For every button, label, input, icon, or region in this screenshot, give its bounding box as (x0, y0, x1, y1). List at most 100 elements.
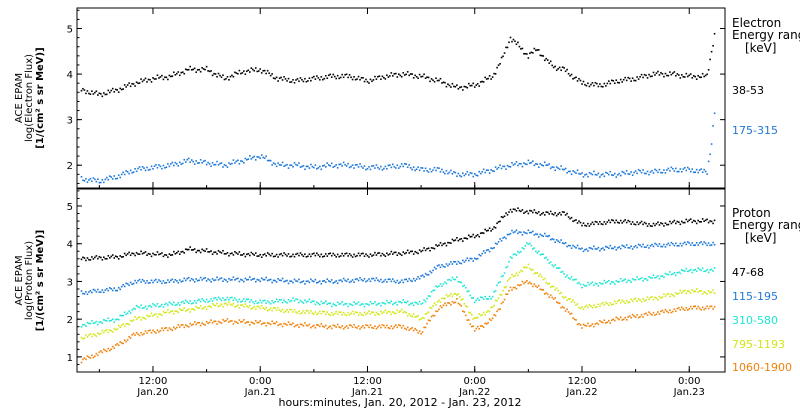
data-point (411, 73, 413, 75)
data-point (558, 267, 561, 269)
data-point (424, 77, 427, 79)
x-tick-label: 0:00 (678, 376, 700, 387)
data-point (244, 303, 247, 305)
data-point (237, 159, 239, 162)
data-point (110, 176, 113, 178)
data-point (402, 311, 405, 314)
data-point (494, 314, 497, 317)
data-point (132, 83, 135, 85)
data-point (234, 71, 236, 74)
data-point (713, 306, 716, 308)
data-point (546, 283, 549, 285)
data-point (576, 80, 579, 82)
data-point (117, 324, 120, 327)
data-point (517, 41, 519, 44)
data-point (170, 254, 172, 256)
data-point (438, 79, 440, 82)
data-point (353, 281, 355, 283)
data-point (400, 254, 403, 257)
data-point (453, 278, 455, 281)
data-point (706, 173, 708, 175)
data-point (250, 299, 253, 301)
data-point (654, 276, 656, 279)
data-point (618, 246, 621, 248)
data-point (527, 57, 530, 59)
data-point (697, 244, 699, 246)
data-point (257, 255, 260, 257)
data-point (667, 167, 670, 170)
data-point (676, 220, 679, 223)
data-point (608, 80, 610, 82)
data-point (229, 303, 232, 306)
data-point (371, 311, 373, 313)
data-point (268, 279, 270, 281)
data-point (450, 261, 452, 263)
data-point (380, 304, 382, 307)
data-point (472, 297, 475, 299)
data-point (347, 255, 349, 257)
data-point (502, 165, 504, 168)
data-point (499, 281, 501, 283)
data-point (612, 80, 615, 82)
data-point (457, 293, 460, 295)
data-point (305, 309, 308, 312)
data-point (678, 292, 680, 295)
data-point (573, 77, 576, 79)
data-point (219, 321, 221, 324)
data-point (249, 301, 251, 303)
data-point (187, 157, 190, 160)
legend-entry: 47-68 (732, 266, 764, 279)
data-point (712, 44, 714, 47)
data-point (111, 178, 114, 180)
data-point (421, 249, 424, 252)
data-point (237, 253, 239, 255)
data-point (202, 249, 205, 252)
data-point (332, 252, 335, 255)
data-point (470, 84, 473, 87)
data-point (177, 165, 180, 167)
data-point (213, 72, 215, 75)
data-point (539, 233, 542, 236)
data-point (186, 69, 189, 71)
data-point (581, 306, 583, 308)
data-point (484, 322, 486, 325)
data-point (537, 49, 540, 51)
data-point (682, 168, 685, 170)
data-point (533, 47, 536, 50)
data-point (695, 270, 698, 273)
data-point (88, 356, 90, 358)
data-point (86, 355, 89, 357)
data-point (123, 311, 126, 314)
data-point (287, 253, 290, 255)
data-point (609, 221, 612, 224)
data-point (636, 76, 638, 78)
data-point (176, 72, 178, 75)
data-point (399, 310, 402, 312)
data-point (308, 77, 311, 79)
data-point (450, 279, 452, 282)
data-point (429, 270, 431, 273)
data-point (222, 74, 224, 77)
data-point (140, 78, 142, 80)
data-point (223, 299, 226, 301)
data-point (184, 324, 187, 326)
data-point (201, 298, 203, 300)
data-point (535, 163, 537, 165)
data-point (394, 324, 397, 326)
data-point (439, 266, 442, 269)
data-point (575, 76, 577, 79)
data-point (362, 252, 364, 255)
data-point (262, 299, 265, 302)
data-point (289, 81, 291, 83)
data-point (520, 210, 522, 213)
data-point (493, 226, 495, 228)
data-point (132, 252, 135, 255)
data-point (441, 264, 443, 266)
data-point (234, 297, 236, 299)
data-point (326, 303, 329, 306)
data-point (305, 80, 308, 83)
data-point (692, 75, 695, 77)
data-point (485, 323, 488, 325)
data-point (249, 304, 251, 307)
data-point (167, 256, 169, 258)
